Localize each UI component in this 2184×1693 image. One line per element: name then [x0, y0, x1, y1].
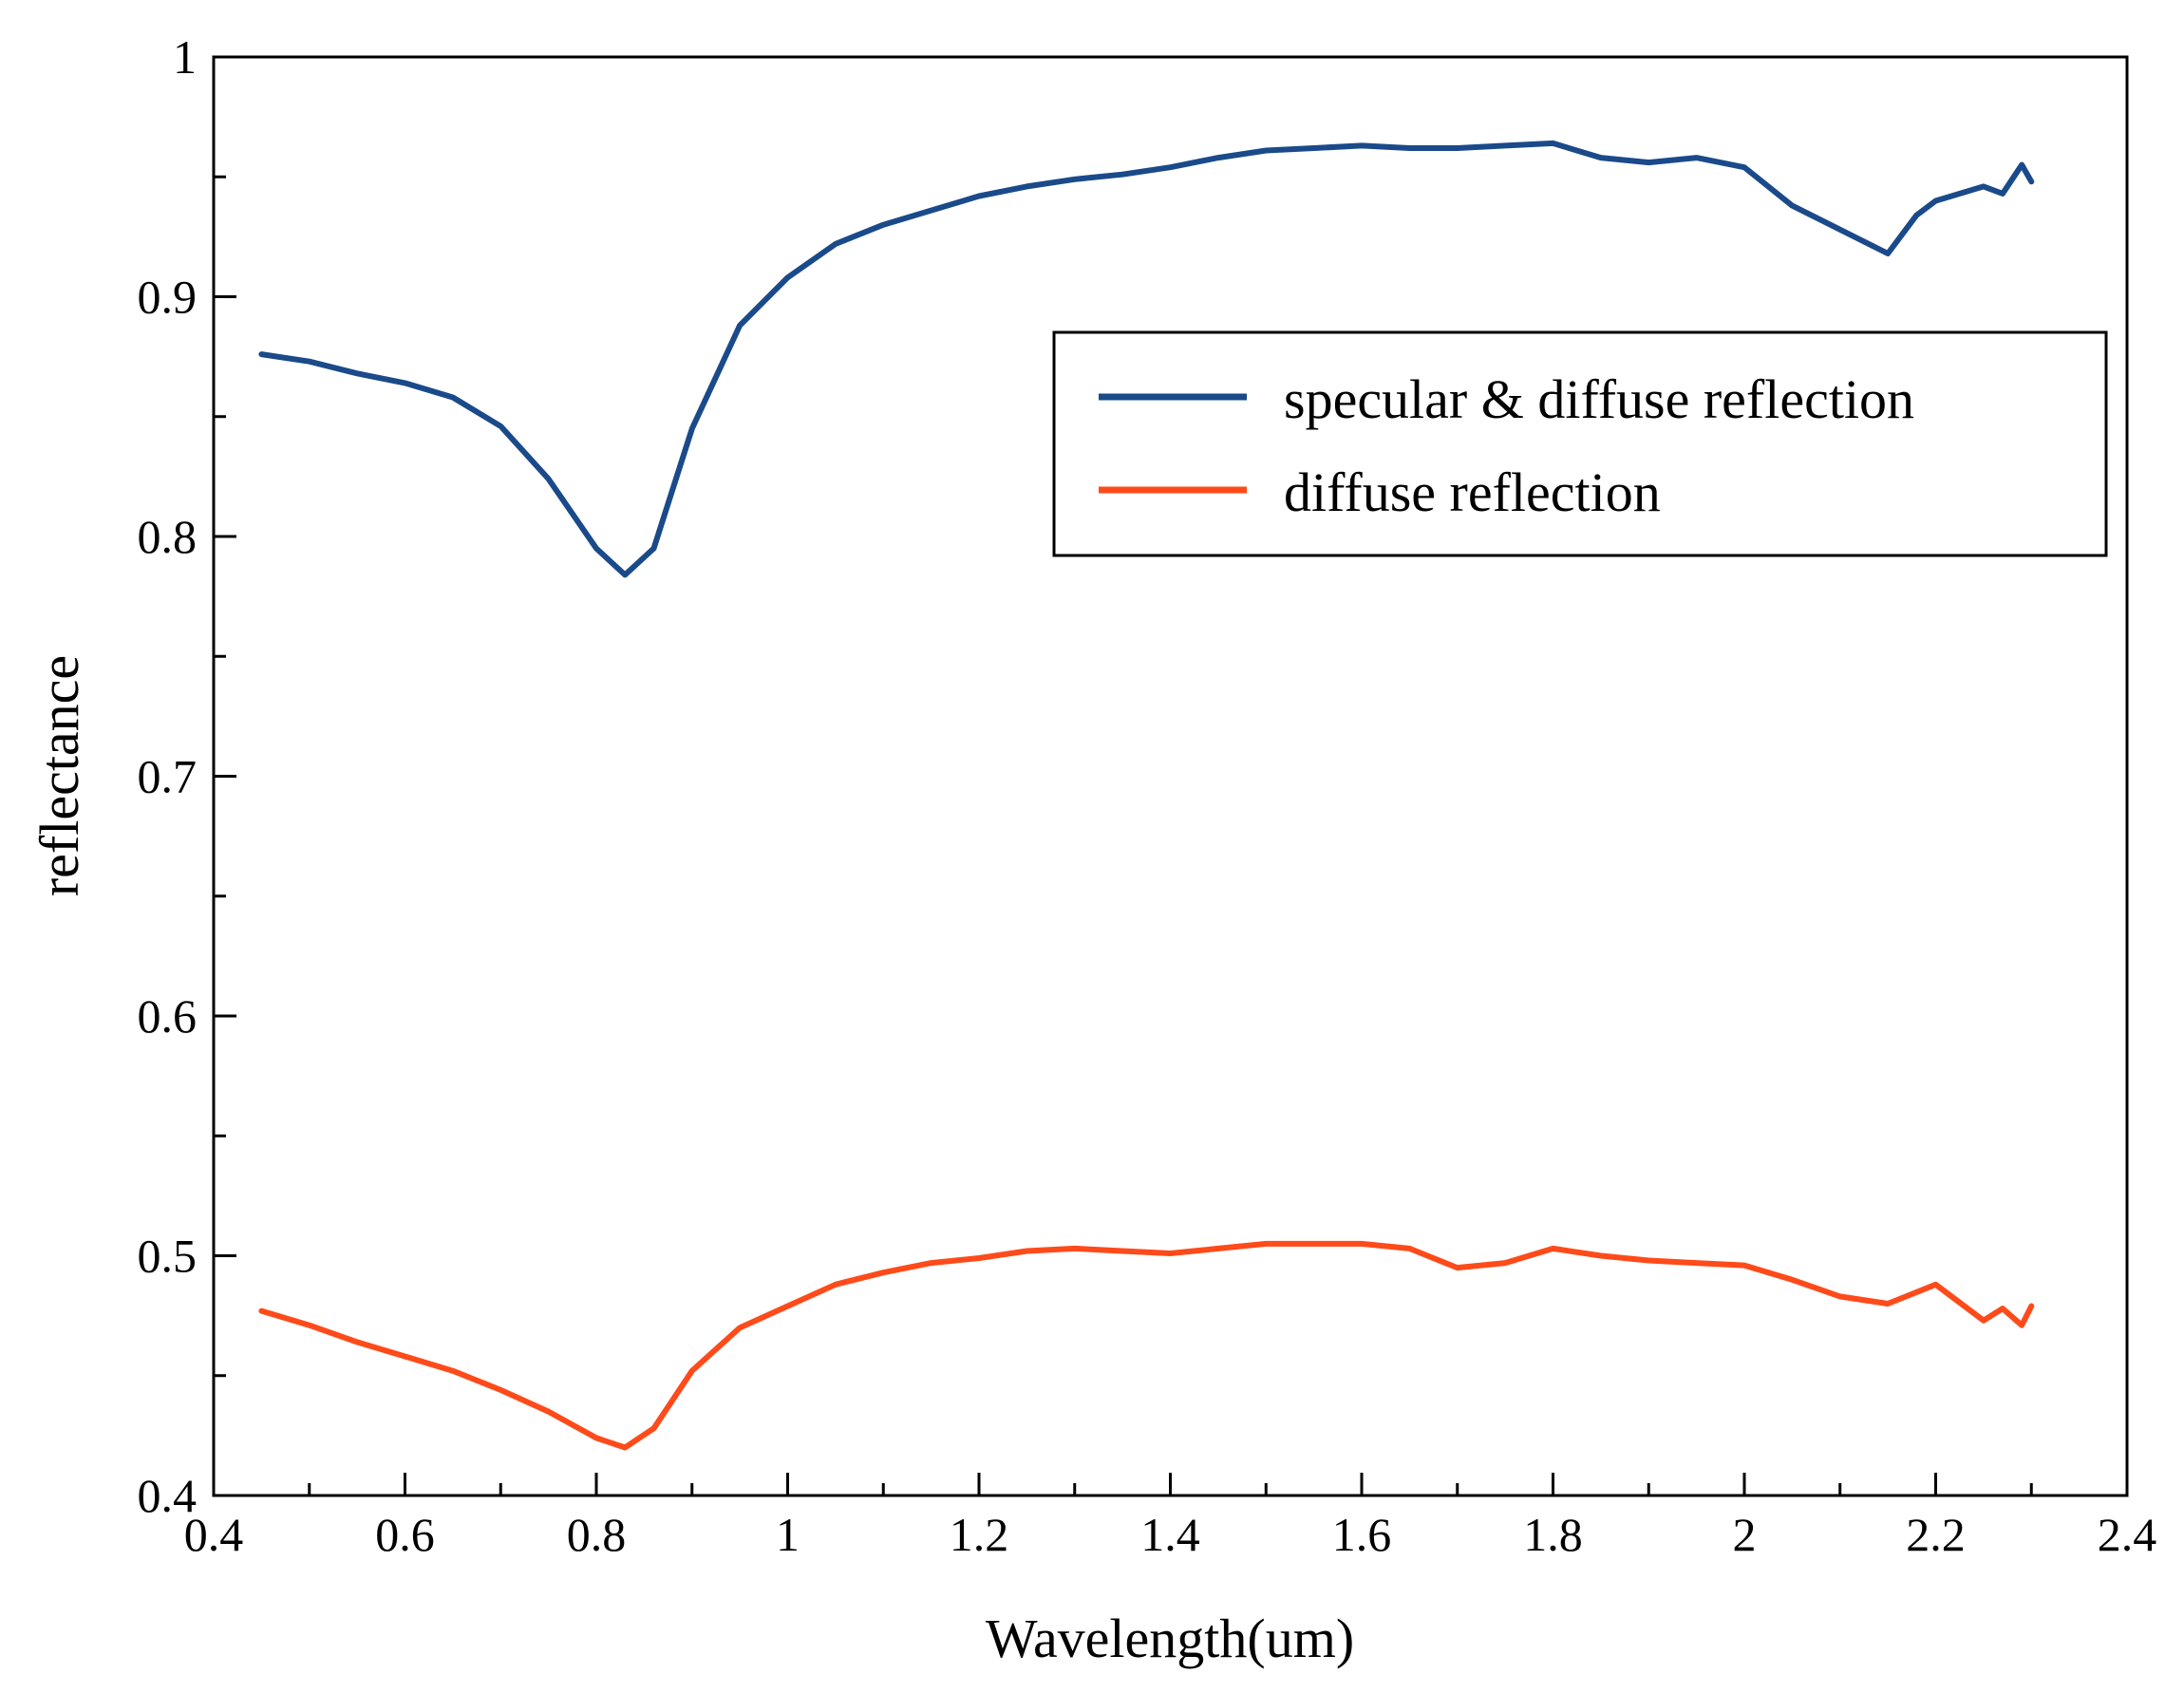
x-axis-title: Wavelength(um): [986, 1608, 1354, 1669]
series-lines: [258, 140, 2035, 1451]
x-tick-label: 0.6: [375, 1508, 435, 1561]
y-tick-label: 0.5: [138, 1230, 198, 1283]
x-tick-label: 2.4: [2098, 1508, 2157, 1561]
y-axis-title: reflectance: [28, 655, 90, 896]
legend-box: [1052, 330, 2108, 557]
legend: specular & diffuse reflection diffuse re…: [1052, 330, 2108, 557]
y-tick-label: 0.6: [138, 989, 198, 1043]
y-tick-label: 1: [173, 30, 197, 84]
x-tick-label: 0.4: [184, 1508, 244, 1561]
x-tick-label: 2: [1733, 1508, 1757, 1561]
y-axis-ticks: 0.4 0.5 0.6 0.7 0.8 0.9 1: [138, 30, 236, 1522]
x-tick-label: 1.4: [1140, 1508, 1200, 1561]
x-tick-label: 1.2: [950, 1508, 1009, 1561]
x-tick-label: 1.6: [1332, 1508, 1392, 1561]
x-tick-label: 2.2: [1906, 1508, 1966, 1561]
legend-label-specular-diffuse: specular & diffuse reflection: [1284, 368, 1914, 430]
x-tick-label: 1: [776, 1508, 800, 1561]
plot-frame: [212, 55, 2129, 1497]
legend-label-diffuse: diffuse reflection: [1284, 461, 1661, 523]
series-line-diffuse: [258, 1240, 2035, 1451]
series-line-specular-diffuse: [258, 140, 2035, 578]
y-tick-label: 0.4: [138, 1469, 198, 1522]
y-tick-label: 0.8: [138, 510, 198, 563]
x-tick-label: 1.8: [1523, 1508, 1583, 1561]
x-axis-ticks: 0.4 0.6 0.8 1 1.2 1.4 1.6 1.8 2 2.2 2.4: [184, 1473, 2157, 1561]
y-tick-label: 0.9: [138, 271, 198, 324]
y-tick-label: 0.7: [138, 750, 198, 803]
x-tick-label: 0.8: [567, 1508, 627, 1561]
